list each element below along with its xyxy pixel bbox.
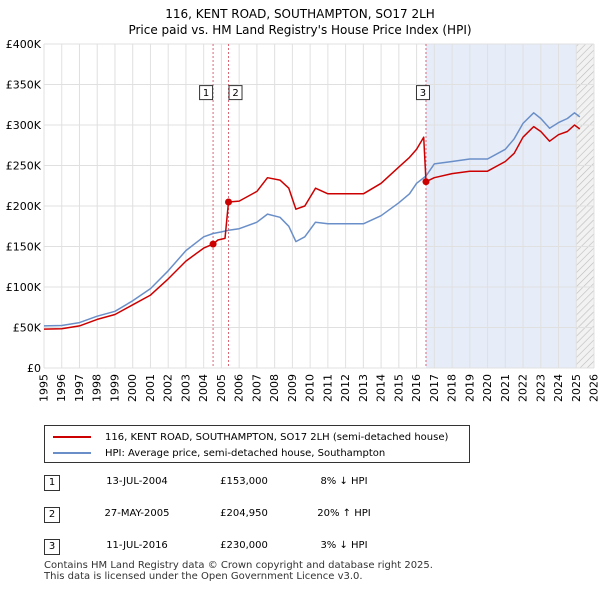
legend-swatch-hpi [53,452,91,454]
x-tick-label: 2013 [357,374,370,402]
x-tick-label: 2016 [410,374,423,402]
x-tick-label: 2026 [588,374,600,402]
x-tick-label: 2005 [215,374,228,402]
footer-licence: This data is licensed under the Open Gov… [44,571,363,582]
x-tick-label: 2014 [375,374,388,402]
x-tick-label: 2001 [144,374,157,402]
property-price-line [43,124,581,330]
chart-subtitle: Price paid vs. HM Land Registry's House … [128,23,472,37]
x-tick-label: 2000 [126,374,139,402]
sale-label-box [228,85,243,101]
x-tick-label: 1998 [91,374,104,402]
x-tick-label: 2025 [570,374,583,402]
sale-label-1: 1 [199,85,214,101]
x-tick-label: 2023 [534,374,547,402]
legend-item-hpi: HPI: Average price, semi-detached house,… [53,446,385,460]
sale-label-3: 3 [415,85,430,101]
transaction-date: 13-JUL-2004 [106,476,168,487]
x-tick-label: 2010 [304,374,317,402]
x-tick-label: 2022 [517,374,530,402]
x-tick-label: 2015 [392,374,405,402]
transaction-price: £204,950 [220,508,268,519]
x-tick-label: 2003 [179,374,192,402]
legend-label-property: 116, KENT ROAD, SOUTHAMPTON, SO17 2LH (s… [105,431,449,443]
transaction-number: 2 [44,507,60,523]
chart-title: 116, KENT ROAD, SOUTHAMPTON, SO17 2LH [165,7,435,21]
y-tick-label: £100K [6,281,42,294]
x-tick-label: 2007 [250,374,263,402]
transaction-row: 1 13-JUL-2004 £153,000 8% ↓ HPI [44,475,464,491]
hpi-line [43,112,581,327]
transaction-row: 3 11-JUL-2016 £230,000 3% ↓ HPI [44,539,464,555]
transaction-hpi-delta: 20% ↑ HPI [317,508,371,519]
y-tick-label: £200K [6,200,42,213]
sale-label-text: 1 [203,88,209,99]
y-tick-label: £400K [6,38,42,51]
transaction-number: 1 [44,475,60,491]
transaction-hpi-delta: 3% ↓ HPI [320,540,368,551]
sale-point [209,240,217,248]
legend: 116, KENT ROAD, SOUTHAMPTON, SO17 2LH (s… [44,425,470,463]
y-tick-label: £350K [6,79,42,92]
y-tick-label: £250K [6,160,42,173]
x-tick-label: 1999 [108,374,121,402]
transaction-price: £230,000 [220,540,268,551]
price-chart: 1 2 3 £0 £50K £100K £150K £200K £250K £300K £350K £… [6,38,600,402]
sale-point [422,178,430,186]
y-tick-label: £50K [13,322,42,335]
chart-title-block: 116, KENT ROAD, SOUTHAMPTON, SO17 2LH Pr… [0,6,600,38]
x-tick-label: 2021 [499,374,512,402]
x-tick-label: 1995 [38,374,51,402]
sale-label-text: 3 [420,88,426,99]
x-tick-label: 2012 [339,374,352,402]
y-tick-label: £0 [27,362,41,375]
x-tick-label: 1997 [73,374,86,402]
sale-label-2: 2 [228,85,243,101]
transaction-number: 3 [44,539,60,555]
x-tick-label: 2024 [552,374,565,402]
legend-swatch-property [53,436,91,438]
x-tick-label: 2004 [197,374,210,402]
transaction-row: 2 27-MAY-2005 £204,950 20% ↑ HPI [44,507,464,523]
sale-point [225,198,233,206]
footer: Contains HM Land Registry data © Crown c… [44,560,433,582]
x-tick-label: 2008 [268,374,281,402]
transaction-date: 27-MAY-2005 [104,508,170,519]
x-tick-label: 2018 [446,374,459,402]
sale-label-box [199,85,214,101]
sale-label-text: 2 [232,88,238,99]
footer-copyright: Contains HM Land Registry data © Crown c… [44,560,433,571]
x-tick-label: 2006 [233,374,246,402]
x-tick-label: 2002 [162,374,175,402]
x-tick-label: 1996 [55,374,68,402]
x-tick-label: 2019 [463,374,476,402]
x-tick-label: 2020 [481,374,494,402]
y-tick-label: £300K [6,119,42,132]
x-tick-label: 2011 [321,374,334,402]
x-tick-label: 2017 [428,374,441,402]
sale-label-box [415,85,430,101]
x-tick-label: 2009 [286,374,299,402]
legend-item-property: 116, KENT ROAD, SOUTHAMPTON, SO17 2LH (s… [53,430,448,444]
transaction-price: £153,000 [220,476,268,487]
legend-label-hpi: HPI: Average price, semi-detached house,… [105,447,386,459]
transaction-date: 11-JUL-2016 [106,540,168,551]
transaction-hpi-delta: 8% ↓ HPI [320,476,368,487]
y-tick-label: £150K [6,241,42,254]
